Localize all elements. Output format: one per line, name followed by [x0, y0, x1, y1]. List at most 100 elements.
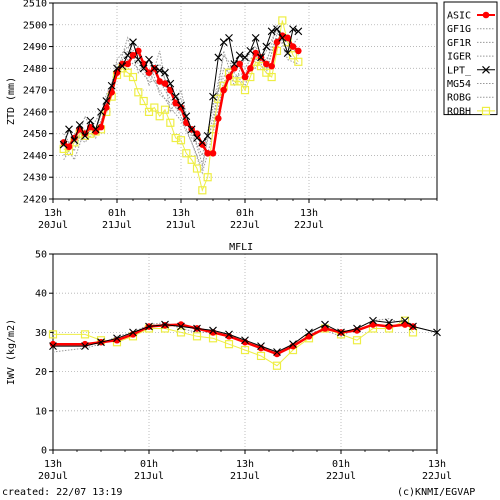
- data-point-asic: [220, 86, 227, 94]
- data-point-lpt_: [267, 27, 276, 36]
- data-point-robh: [144, 107, 154, 116]
- series-line-lpt_: [53, 320, 438, 353]
- legend-label: ASIC: [447, 11, 471, 22]
- x-tick-label-date: 20Jul: [38, 220, 68, 231]
- data-point-lpt_: [139, 64, 148, 73]
- data-point-robh: [139, 96, 148, 106]
- data-point-robh: [240, 345, 250, 355]
- data-point-lpt_: [219, 38, 228, 47]
- data-point-asic: [273, 38, 281, 46]
- x-tick-label-hour: 13h: [300, 208, 318, 219]
- data-point-lpt_: [81, 131, 89, 140]
- x-tick-label-date: 21Jul: [230, 471, 260, 482]
- y-tick-label: 20: [35, 367, 47, 378]
- data-point-asic: [172, 99, 179, 107]
- data-point-robh: [176, 328, 186, 337]
- data-point-asic: [161, 322, 169, 329]
- data-point-lpt_: [409, 322, 417, 331]
- data-point-lpt_: [353, 324, 361, 333]
- data-point-robh: [267, 72, 276, 82]
- x-tick-label-date: 21Jul: [102, 220, 132, 231]
- y-axis-label: IWV (kg/m2): [6, 319, 17, 385]
- data-point-asic: [145, 69, 153, 76]
- x-tick-label-hour: 13h: [236, 459, 254, 470]
- data-point-lpt_: [65, 125, 73, 134]
- y-tick-label: 2480: [23, 64, 47, 75]
- data-point-asic: [241, 73, 249, 81]
- data-point-asic: [199, 141, 206, 148]
- data-point-robh: [203, 173, 212, 182]
- y-tick-label: 30: [35, 328, 47, 339]
- data-point-robh: [123, 68, 132, 77]
- data-point-lpt_: [107, 81, 116, 90]
- data-point-robh: [192, 164, 202, 173]
- data-point-robh: [198, 186, 207, 195]
- data-point-lpt_: [225, 33, 233, 42]
- legend-label: ROBH: [447, 106, 471, 117]
- data-point-asic: [103, 104, 110, 111]
- data-point-lpt_: [123, 51, 132, 60]
- legend-label: ROBG: [447, 93, 471, 104]
- data-point-lpt_: [75, 121, 84, 129]
- data-point-lpt_: [246, 47, 255, 55]
- data-point-lpt_: [251, 33, 260, 42]
- data-point-lpt_: [337, 328, 345, 337]
- data-point-lpt_: [129, 38, 137, 47]
- iwv-chart: 0102030405013h20Jul01h21Jul13h21Jul01h22…: [6, 242, 452, 482]
- data-point-lpt_: [118, 62, 127, 71]
- data-point-asic: [225, 73, 233, 81]
- y-axis-label: ZTD (mm): [6, 77, 17, 125]
- y-tick-label: 2510: [23, 0, 47, 10]
- data-point-robh: [155, 112, 164, 121]
- data-point-lpt_: [113, 334, 121, 343]
- data-point-lpt_: [305, 328, 313, 337]
- x-tick-label-date: 22Jul: [422, 471, 452, 482]
- plot-frame: [52, 2, 438, 200]
- data-point-lpt_: [209, 92, 217, 101]
- data-point-lpt_: [145, 55, 153, 64]
- data-point-lpt_: [369, 316, 377, 325]
- data-point-robh: [134, 88, 143, 97]
- data-point-asic: [135, 47, 142, 55]
- plot-frame: [52, 253, 438, 451]
- y-tick-label: 40: [35, 289, 47, 300]
- data-point-lpt_: [155, 66, 164, 75]
- x-tick-label-date: 21Jul: [134, 471, 164, 482]
- data-point-robh: [272, 361, 282, 370]
- data-point-robh: [150, 103, 159, 112]
- x-tick-label-date: 21Jul: [166, 220, 196, 231]
- data-point-asic: [215, 115, 222, 122]
- data-point-lpt_: [97, 338, 105, 347]
- ztd-chart: 2420 2430 2440 2450 2460 2470 2480 2490 2500 2510…: [6, 0, 438, 231]
- data-point-asic: [97, 123, 105, 131]
- credit-text: (c)KNMI/EGVAP: [397, 487, 476, 498]
- data-point-lpt_: [129, 328, 137, 337]
- data-point-robh: [171, 133, 180, 143]
- x-tick-label-hour: 01h: [140, 459, 158, 470]
- data-point-lpt_: [182, 112, 191, 121]
- x-tick-label-hour: 13h: [172, 208, 190, 219]
- data-point-lpt_: [230, 60, 239, 68]
- data-point-robh: [192, 332, 202, 341]
- data-point-lpt_: [134, 55, 143, 64]
- data-point-asic: [204, 149, 211, 157]
- data-point-lpt_: [257, 342, 265, 351]
- data-point-robh: [256, 351, 266, 361]
- data-point-robh: [278, 16, 287, 25]
- data-point-asic: [268, 62, 275, 70]
- data-point-lpt_: [401, 316, 409, 325]
- data-point-lpt_: [193, 324, 201, 333]
- legend-label: LPT_: [447, 65, 472, 76]
- data-point-asic: [273, 350, 281, 358]
- legend-box: [443, 1, 498, 116]
- data-point-robh: [240, 86, 250, 95]
- data-point-robh: [352, 336, 362, 345]
- data-point-robh: [187, 155, 196, 164]
- x-tick-label-hour: 13h: [44, 459, 62, 470]
- y-tick-label: 2440: [23, 151, 47, 162]
- data-point-lpt_: [257, 53, 265, 62]
- data-point-lpt_: [235, 51, 244, 60]
- data-point-lpt_: [70, 136, 79, 145]
- data-point-robh: [128, 72, 138, 82]
- y-tick-label: 10: [35, 406, 47, 417]
